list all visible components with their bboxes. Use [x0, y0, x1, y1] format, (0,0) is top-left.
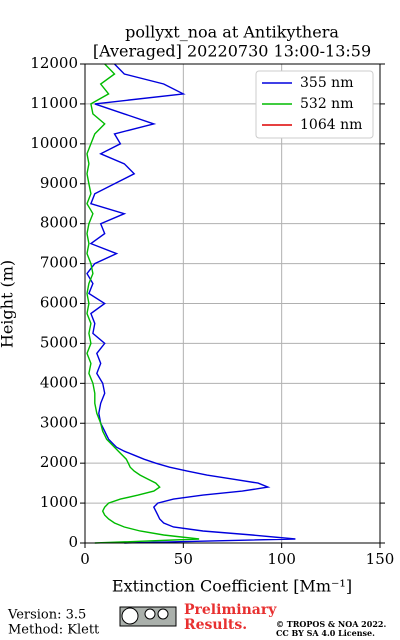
y-tick-label: 6000 — [40, 294, 78, 312]
y-tick-label: 8000 — [40, 214, 78, 232]
x-tick-label: 150 — [366, 550, 395, 568]
plot-frame — [84, 63, 381, 544]
version: Version: 3.5 — [7, 608, 86, 623]
y-axis-label: Height (m) — [0, 260, 17, 348]
legend-box — [255, 70, 374, 139]
y-tick-label: 10000 — [30, 134, 78, 152]
method: Method: Klett — [8, 623, 100, 638]
copyright: CC BY SA 4.0 License. — [276, 628, 375, 638]
x-tick-label: 0 — [80, 550, 90, 568]
y-tick-label: 12000 — [30, 54, 78, 72]
y-tick-label: 11000 — [30, 94, 78, 112]
y-tick-label: 5000 — [40, 333, 78, 351]
y-tick-label: 3000 — [40, 413, 78, 431]
y-tick-label: 2000 — [40, 453, 78, 471]
copyright: © TROPOS & NOA 2022. — [276, 619, 386, 629]
status: Results. — [184, 617, 247, 633]
x-tick-label: 100 — [267, 550, 296, 568]
chart-title: pollyxt_noa at Antikythera — [125, 23, 339, 42]
y-tick-label: 7000 — [40, 254, 78, 272]
x-tick-label: 50 — [174, 550, 193, 568]
chart-subtitle: [Averaged] 20220730 13:00-13:59 — [93, 42, 371, 61]
y-tick-label: 4000 — [40, 373, 78, 391]
y-tick-label: 0 — [68, 533, 78, 551]
legend-label: 355 nm — [300, 75, 353, 91]
legend-label: 532 nm — [300, 96, 353, 112]
status: Preliminary — [184, 602, 277, 618]
y-tick-label: 1000 — [40, 493, 78, 511]
x-axis-label: Extinction Coefficient [Mm⁻¹] — [112, 577, 352, 596]
profile-line — [86, 63, 296, 544]
legend-label: 1064 nm — [300, 117, 362, 133]
y-tick-label: 9000 — [40, 174, 78, 192]
cc-badge — [119, 606, 177, 627]
profile-line — [86, 63, 200, 544]
